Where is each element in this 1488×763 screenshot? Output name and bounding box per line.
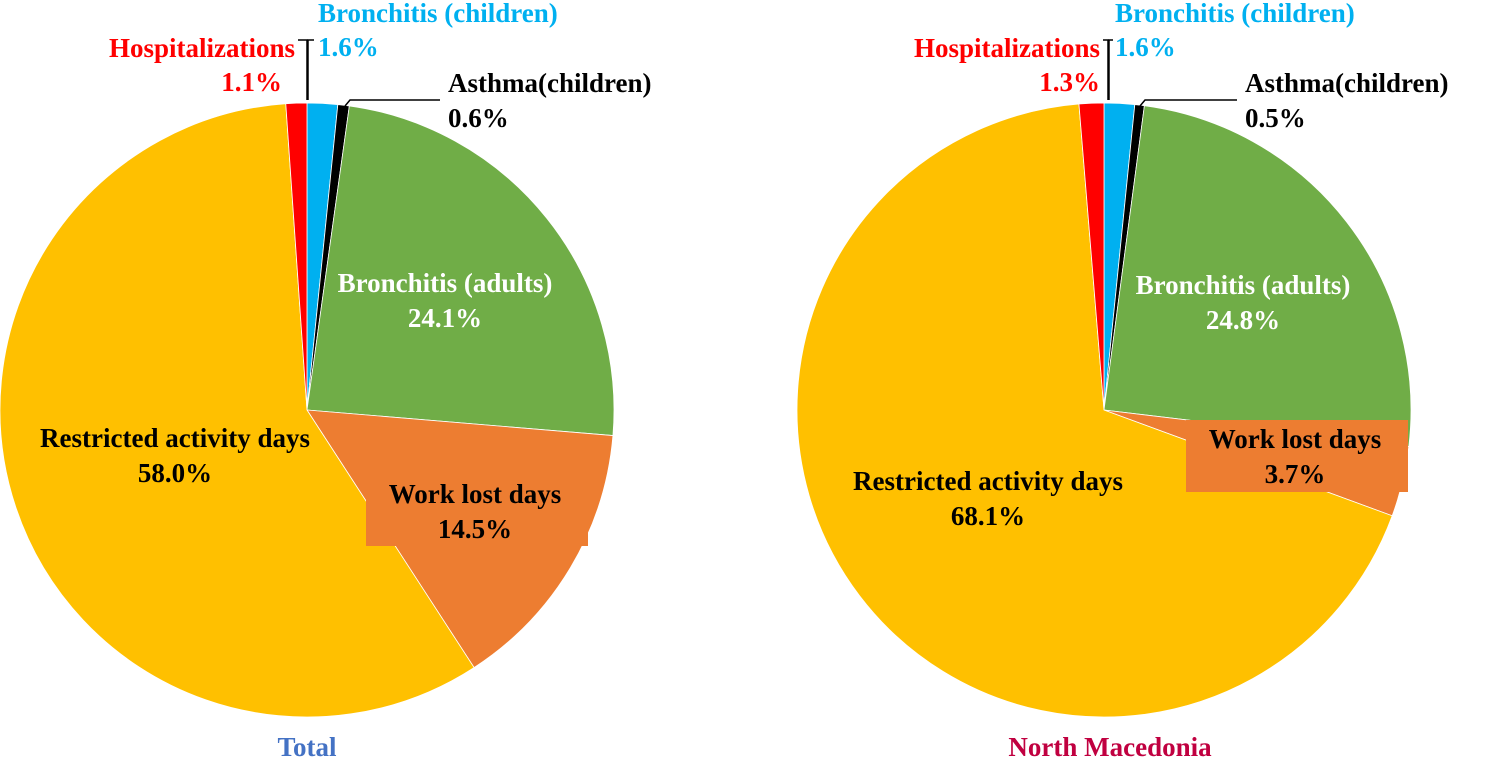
value-bronchitis-children-total: 1.6% xyxy=(318,32,379,62)
value-restricted-activity-total: 58.0% xyxy=(138,458,212,488)
value-work-lost-days-total: 14.5% xyxy=(438,514,512,544)
label-bronchitis-adults-total: Bronchitis (adults) xyxy=(338,268,553,298)
leader-line-hospitalizations-macedonia xyxy=(1103,39,1109,100)
label-restricted-activity-total: Restricted activity days xyxy=(40,423,310,453)
label-box-work-lost-total xyxy=(366,470,588,546)
label-bronchitis-children-total: Bronchitis (children) xyxy=(318,0,558,28)
pie-slice-bronchitis-adults-total xyxy=(306,105,615,436)
title-total: Total xyxy=(277,732,337,758)
value-work-lost-days-macedonia: 3.7% xyxy=(1265,459,1326,489)
pie-slice-bronchitis-adults-north-macedonia xyxy=(1103,105,1412,448)
leader-line-asthma-children-total xyxy=(344,99,440,107)
pie-slice-restricted-activity-days-total xyxy=(0,103,475,718)
pie-chart-total xyxy=(0,102,615,718)
value-restricted-activity-macedonia: 68.1% xyxy=(951,501,1025,531)
label-hospitalizations-macedonia: Hospitalizations xyxy=(914,33,1100,63)
label-work-lost-days-macedonia: Work lost days xyxy=(1209,424,1382,454)
label-bronchitis-adults-macedonia: Bronchitis (adults) xyxy=(1136,270,1351,300)
label-box-work-lost-macedonia xyxy=(1186,420,1408,492)
label-restricted-activity-macedonia: Restricted activity days xyxy=(853,466,1123,496)
title-north-macedonia: North Macedonia xyxy=(1008,732,1212,758)
leader-line-bronchitis-children-total xyxy=(307,39,314,100)
label-asthma-children-macedonia: Asthma(children) xyxy=(1245,68,1449,98)
value-hospitalizations-macedonia: 1.3% xyxy=(1039,67,1100,97)
label-asthma-children-total: Asthma(children) xyxy=(448,68,652,98)
pie-slice-restricted-activity-days-north-macedonia xyxy=(796,103,1393,718)
leader-line-asthma-children-macedonia xyxy=(1139,99,1237,107)
leader-line-hospitalizations-total xyxy=(298,39,308,100)
value-bronchitis-children-macedonia: 1.6% xyxy=(1115,32,1176,62)
value-bronchitis-adults-macedonia: 24.8% xyxy=(1206,305,1280,335)
value-bronchitis-adults-total: 24.1% xyxy=(408,303,482,333)
label-hospitalizations-total: Hospitalizations xyxy=(109,33,295,63)
label-work-lost-days-total: Work lost days xyxy=(389,479,562,509)
pie-slice-hospitalizations-north-macedonia xyxy=(1078,102,1105,411)
value-hospitalizations-total: 1.1% xyxy=(221,67,282,97)
leader-line-bronchitis-children-macedonia xyxy=(1108,39,1113,100)
label-bronchitis-children-macedonia: Bronchitis (children) xyxy=(1115,0,1355,28)
pie-chart-north-macedonia xyxy=(796,102,1412,718)
pie-slice-hospitalizations-total xyxy=(285,102,308,411)
value-asthma-children-total: 0.6% xyxy=(448,103,509,133)
value-asthma-children-macedonia: 0.5% xyxy=(1245,103,1306,133)
